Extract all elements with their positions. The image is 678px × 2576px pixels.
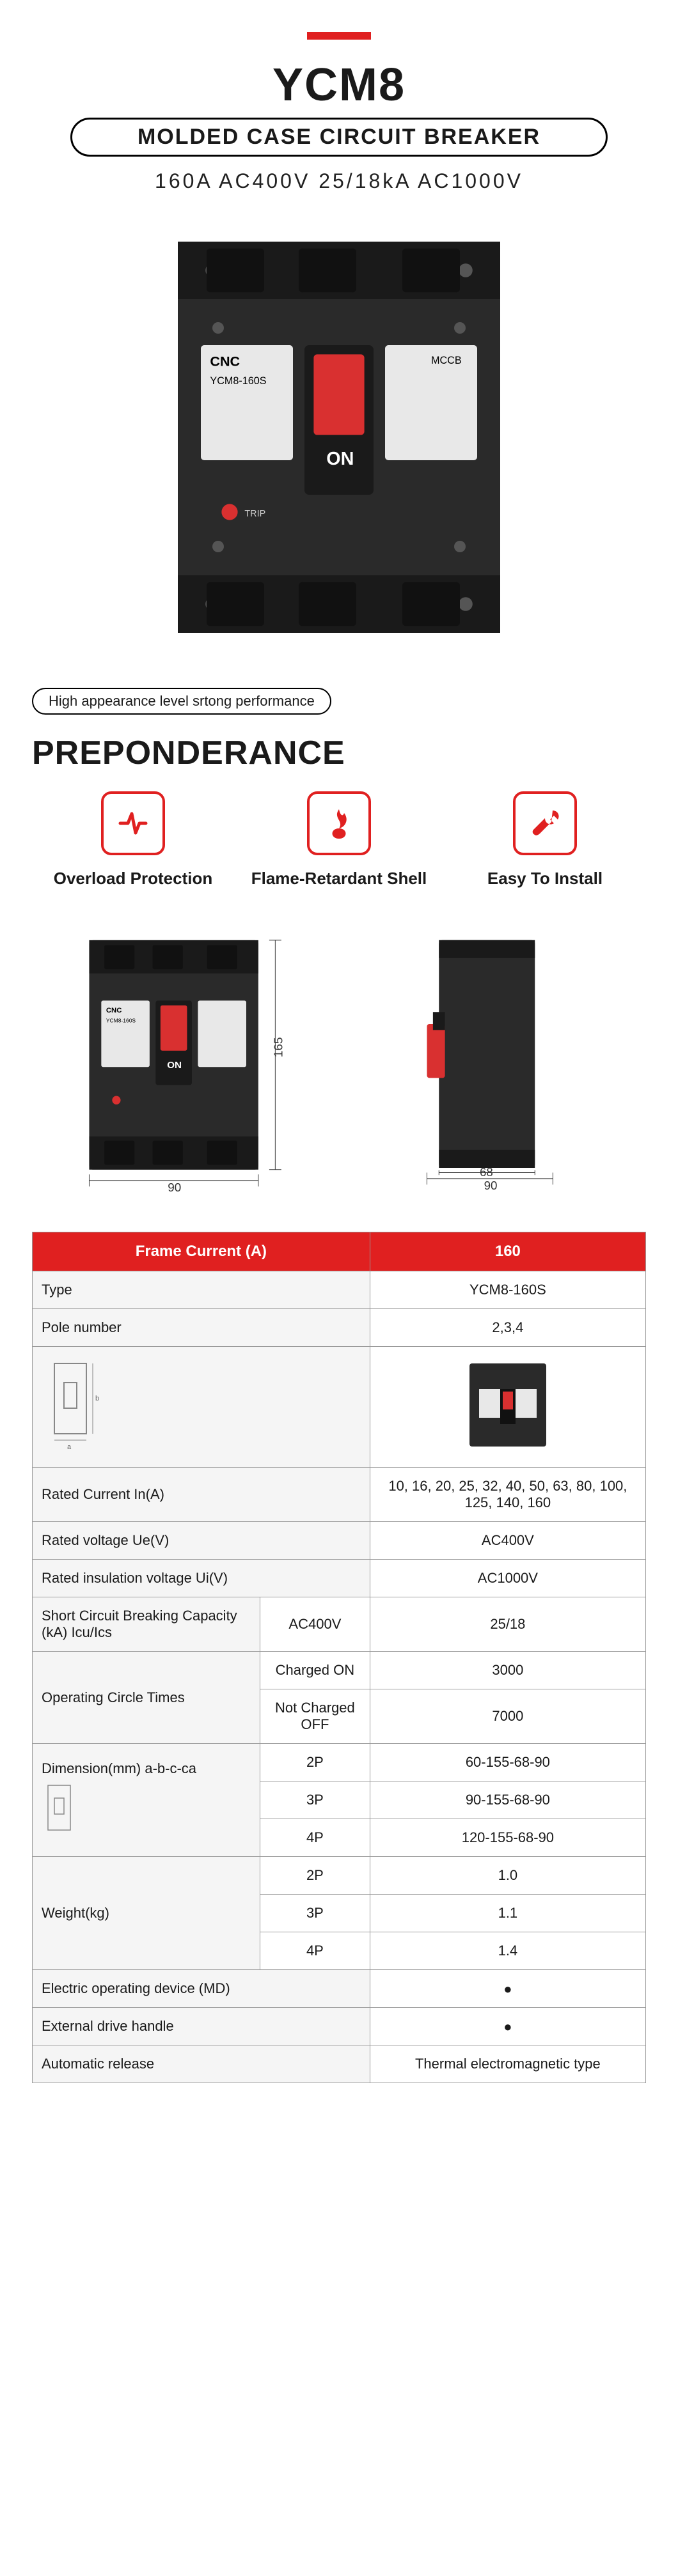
section-preponderance: PREPONDERANCE — [32, 734, 646, 772]
features-row: Overload Protection Flame-Retardant Shel… — [32, 791, 646, 890]
table-row: Pole number 2,3,4 — [33, 1309, 646, 1347]
svg-text:CNC: CNC — [106, 1007, 122, 1014]
install-icon — [513, 791, 577, 855]
feature-label: Flame-Retardant Shell — [251, 868, 427, 890]
svg-text:YCM8-160S: YCM8-160S — [106, 1017, 136, 1023]
svg-text:ON: ON — [167, 1060, 182, 1071]
table-row: Rated Current In(A) 10, 16, 20, 25, 32, … — [33, 1468, 646, 1522]
feature-install: Easy To Install — [457, 791, 633, 890]
table-row: Electric operating device (MD) ● — [33, 1970, 646, 2008]
table-row: Rated voltage Ue(V) AC400V — [33, 1522, 646, 1560]
feature-label: Overload Protection — [45, 868, 221, 890]
feature-flame: Flame-Retardant Shell — [251, 791, 427, 890]
dim-abc-icon — [42, 1782, 80, 1840]
table-row: Short Circuit Breaking Capacity (kA) Icu… — [33, 1597, 646, 1652]
hero-image: CNC YCM8-160S MCCB ON TRIP — [32, 219, 646, 656]
breaker-mini-icon — [444, 1357, 572, 1453]
table-row: External drive handle ● — [33, 2008, 646, 2045]
table-row-image: a b — [33, 1347, 646, 1468]
svg-text:TRIP: TRIP — [244, 509, 265, 519]
product-title: YCM8 — [32, 59, 646, 111]
svg-text:CNC: CNC — [210, 353, 240, 369]
breaker-front-dim: CNC YCM8-160S ON 90 165 — [83, 928, 301, 1194]
overload-icon — [101, 791, 165, 855]
svg-text:ON: ON — [326, 449, 354, 469]
feature-label: Easy To Install — [457, 868, 633, 890]
th-frame: Frame Current (A) — [33, 1232, 370, 1271]
breaker-side-dim: 90 68 — [403, 928, 595, 1192]
table-row: Dimension(mm) a-b-c-ca 2P 60-155-68-90 — [33, 1744, 646, 1781]
feature-overload: Overload Protection — [45, 791, 221, 890]
table-row: Weight(kg) 2P 1.0 — [33, 1857, 646, 1895]
dim-front: CNC YCM8-160S ON 90 165 — [83, 928, 301, 1194]
breaker-front-large: CNC YCM8-160S MCCB ON TRIP — [166, 219, 512, 656]
svg-text:165: 165 — [272, 1037, 286, 1057]
table-row: Rated insulation voltage Ui(V) AC1000V — [33, 1560, 646, 1597]
tagline-pill: High appearance level srtong performance — [32, 688, 331, 715]
svg-text:90: 90 — [168, 1181, 181, 1194]
table-row: Automatic release Thermal electromagneti… — [33, 2045, 646, 2083]
svg-text:MCCB: MCCB — [431, 355, 462, 366]
dim-side: 90 68 — [403, 928, 595, 1194]
dimensions-row: CNC YCM8-160S ON 90 165 — [32, 928, 646, 1194]
flame-icon — [307, 791, 371, 855]
spec-table: Frame Current (A) 160 Type YCM8-160S Pol… — [32, 1232, 646, 2083]
svg-text:b: b — [95, 1395, 99, 1402]
svg-text:90: 90 — [484, 1179, 498, 1192]
svg-text:a: a — [67, 1443, 72, 1451]
dim-schematic-icon: a b — [42, 1357, 99, 1453]
table-row: Type YCM8-160S — [33, 1271, 646, 1309]
svg-text:68: 68 — [480, 1165, 493, 1179]
svg-text:YCM8-160S: YCM8-160S — [210, 375, 266, 387]
accent-dash — [307, 32, 371, 40]
table-row: Operating Circle Times Charged ON 3000 — [33, 1652, 646, 1689]
product-subtitle: MOLDED CASE CIRCUIT BREAKER — [70, 118, 608, 157]
product-specs: 160A AC400V 25/18kA AC1000V — [32, 169, 646, 193]
th-value: 160 — [370, 1232, 645, 1271]
